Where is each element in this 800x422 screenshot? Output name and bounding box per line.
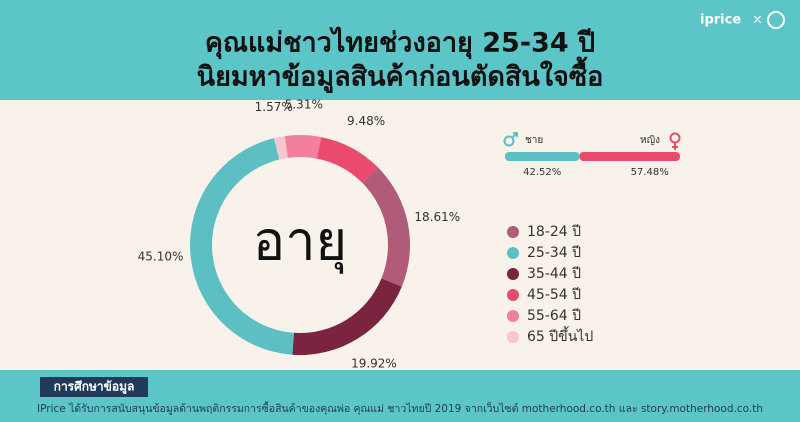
- legend-label: 55-64 ปี: [527, 308, 581, 324]
- data-label: 42.52%: [523, 167, 561, 178]
- legend-label: 18-24 ปี: [527, 224, 581, 240]
- legend-label: 65 ปีขึ้นไป: [527, 326, 593, 345]
- legend-label: ชาย: [525, 135, 543, 146]
- header-band: [0, 0, 800, 100]
- data-label: 18.61%: [414, 210, 460, 224]
- bar-segment: [505, 152, 580, 161]
- donut-segment: [284, 135, 322, 159]
- legend-label: 35-44 ปี: [527, 266, 581, 282]
- data-label: 45.10%: [138, 249, 184, 263]
- female-icon: [669, 132, 681, 150]
- legend-label: หญิง: [640, 135, 660, 146]
- data-label: 19.92%: [351, 356, 397, 370]
- title-line: นิยมหาข้อมูลสินค้าก่อนตัดสินใจซื้อ: [197, 56, 604, 94]
- legend-swatch: [507, 247, 519, 259]
- footer-heading-box: [40, 377, 148, 397]
- legend-swatch: [507, 310, 519, 322]
- legend-swatch: [507, 331, 519, 343]
- legend-swatch: [507, 268, 519, 280]
- donut-segment: [274, 136, 288, 160]
- legend-swatch: [507, 226, 519, 238]
- title-line: คุณแม่ชาวไทยช่วงอายุ 25-34 ปี: [205, 27, 595, 60]
- male-icon: [503, 132, 518, 147]
- donut-segment: [292, 278, 402, 355]
- legend-swatch: [507, 289, 519, 301]
- partner-logo: [767, 11, 785, 29]
- bar-segment: [579, 152, 680, 161]
- data-label: 1.57%: [255, 100, 293, 114]
- footer-heading: การศึกษาข้อมูล: [54, 380, 135, 395]
- brand-logo: iprice: [700, 13, 741, 28]
- donut-segment: [362, 167, 410, 287]
- data-label: 57.48%: [631, 167, 669, 178]
- footer-text: IPrice ได้รับการสนับสนุนข้อมูลด้านพฤติกร…: [37, 401, 763, 415]
- legend-label: 25-34 ปี: [527, 245, 581, 261]
- data-label: 5.31%: [285, 98, 323, 112]
- data-label: 9.48%: [347, 114, 385, 128]
- separator: ×: [752, 13, 763, 28]
- donut-segment: [316, 137, 379, 184]
- center-label: อายุ: [253, 210, 347, 275]
- donut-segment: [190, 138, 294, 355]
- legend-label: 45-54 ปี: [527, 287, 581, 303]
